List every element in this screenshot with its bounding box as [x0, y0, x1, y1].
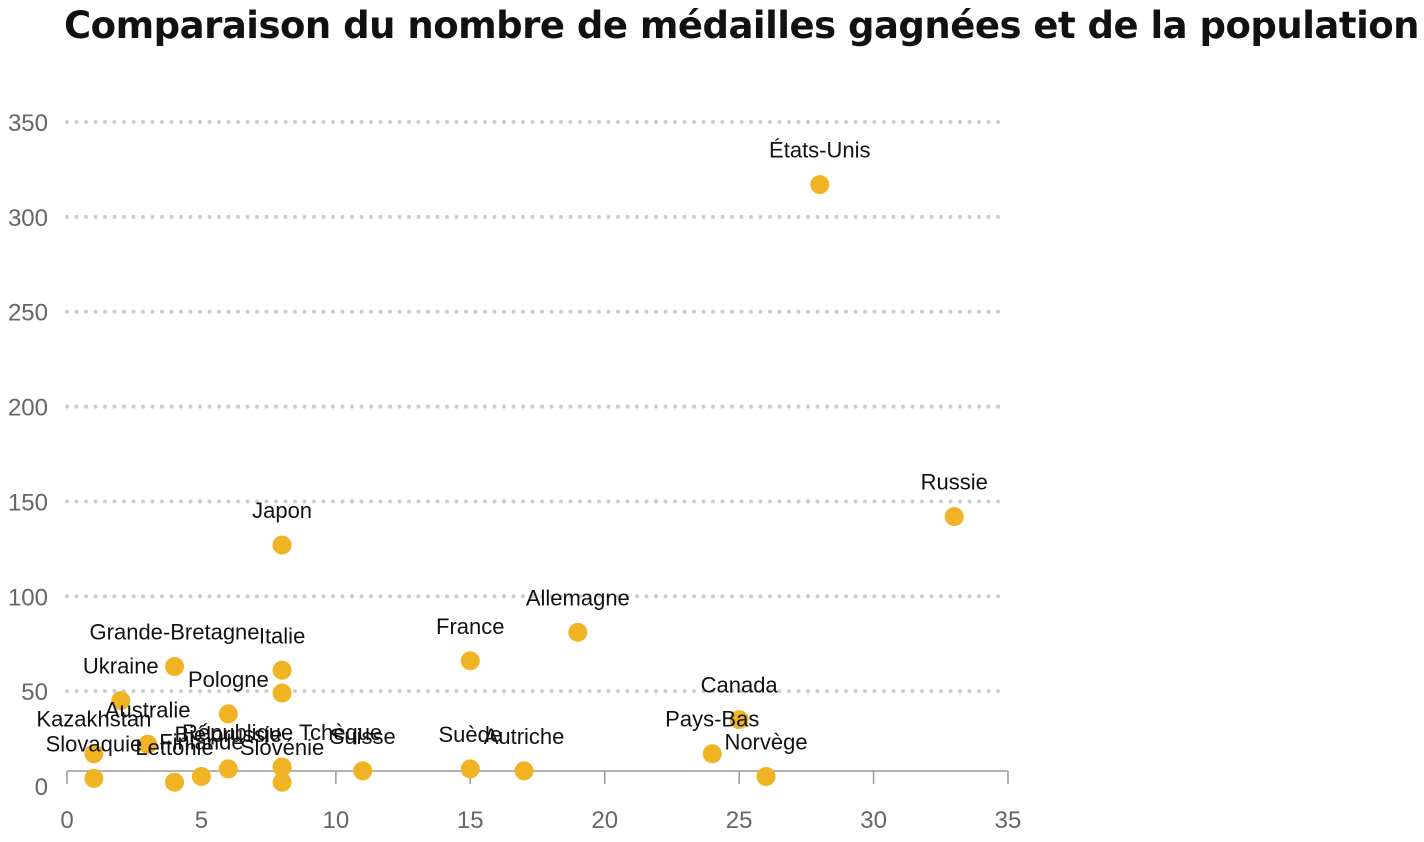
x-tick-label: 10 [323, 807, 350, 834]
data-point [810, 175, 830, 195]
x-tick-label: 25 [726, 807, 753, 834]
data-label: Japon [252, 498, 312, 523]
data-point [165, 772, 185, 792]
x-tick-label: 20 [591, 807, 618, 834]
data-point [191, 767, 211, 787]
data-label: États-Unis [769, 138, 870, 163]
y-tick-label: 300 [8, 205, 48, 232]
x-tick-label: 5 [195, 807, 208, 834]
y-tick-label: 50 [21, 679, 48, 706]
data-label: Finlande [159, 730, 243, 755]
y-tick-label: 150 [8, 489, 48, 516]
grid-lines [65, 120, 1002, 694]
data-label: Grande-Bretagne [90, 619, 260, 644]
data-label: Autriche [484, 724, 565, 749]
data-label: Canada [701, 673, 779, 698]
data-label: Russie [921, 470, 988, 495]
y-axis: 0 50 100 150 200 250 300 350 [8, 110, 48, 801]
x-tick-label: 15 [457, 807, 484, 834]
data-point [272, 535, 292, 555]
data-point [165, 656, 185, 676]
data-label: Kazakhstan [36, 707, 151, 732]
data-label: Slovénie [240, 735, 324, 760]
y-tick-label: 0 [35, 774, 48, 801]
y-tick-label: 250 [8, 300, 48, 327]
chart-title: Comparaison du nombre de médailles gagné… [64, 4, 1420, 47]
data-point [944, 507, 964, 527]
data-point [272, 757, 292, 777]
x-tick-label: 0 [60, 807, 73, 834]
data-label: Lettonie [135, 735, 213, 760]
data-point [111, 691, 131, 711]
data-label: Suisse [330, 724, 396, 749]
data-label: Australie [105, 697, 191, 722]
data-point [218, 759, 238, 779]
data-point [138, 734, 158, 754]
x-tick-label: 30 [860, 807, 887, 834]
data-labels: États-Unis Russie Japon Allemagne France Gran… [36, 138, 987, 761]
data-point [756, 767, 776, 787]
data-point [84, 768, 104, 788]
data-point [272, 683, 292, 703]
data-point [353, 761, 373, 781]
data-label: Allemagne [526, 585, 630, 610]
data-point [460, 759, 480, 779]
y-tick-label: 100 [8, 584, 48, 611]
data-label: République Tchèque [182, 720, 382, 745]
data-point [514, 761, 534, 781]
data-label: Norvège [724, 730, 807, 755]
data-point [702, 744, 722, 764]
x-tick-label: 35 [995, 807, 1022, 834]
data-label: France [436, 614, 504, 639]
data-label: Biélorussie [175, 722, 283, 747]
data-point [272, 772, 292, 792]
data-label: Ukraine [83, 654, 159, 679]
data-point [218, 704, 238, 724]
data-point [84, 744, 104, 764]
data-label: Slovaquie [46, 731, 143, 756]
y-tick-label: 350 [8, 110, 48, 137]
data-label: Pays-Bas [665, 707, 759, 732]
data-points [84, 175, 964, 792]
data-point [460, 651, 480, 671]
data-label: Suède [438, 722, 502, 747]
data-point [729, 710, 749, 730]
data-label: Pologne [188, 667, 269, 692]
data-point [568, 622, 588, 642]
data-point [272, 660, 292, 680]
x-axis: 0 5 10 15 20 25 30 35 [60, 770, 1022, 834]
y-tick-label: 200 [8, 395, 48, 422]
data-label: Italie [259, 623, 305, 648]
